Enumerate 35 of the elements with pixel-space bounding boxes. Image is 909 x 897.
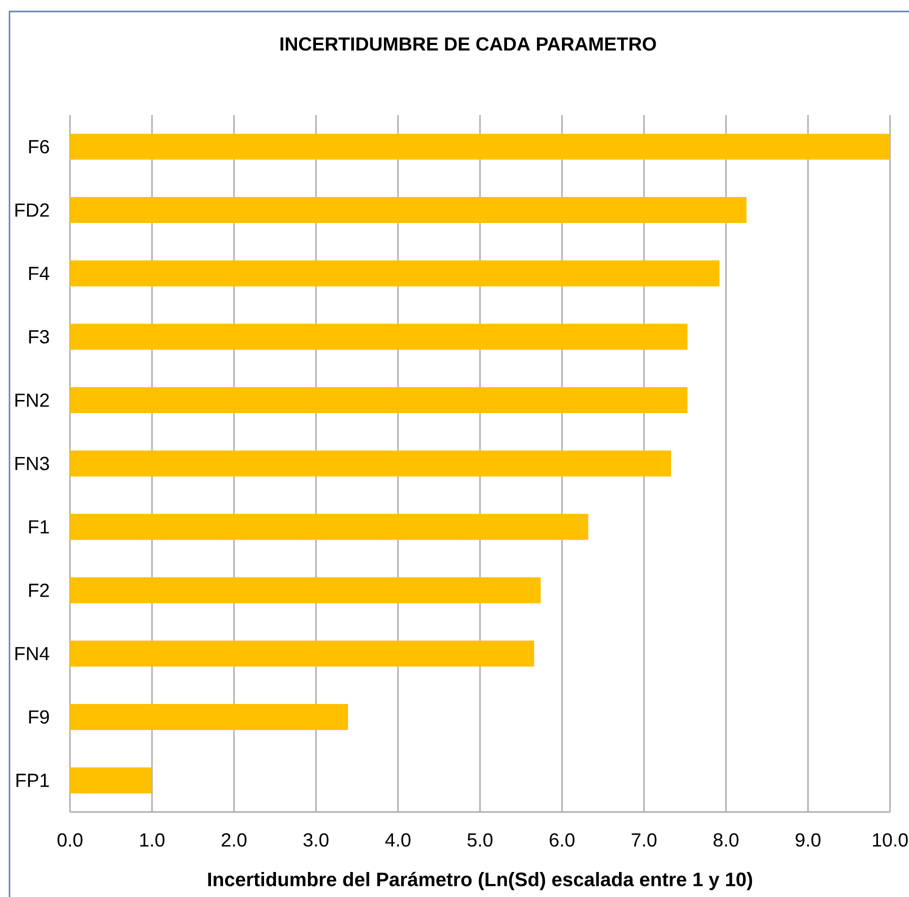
y-tick-label: F3 [29, 330, 49, 344]
bar [70, 767, 152, 794]
x-tick-label: 6.0 [550, 833, 574, 847]
bar [70, 450, 672, 476]
x-tick-label: 1.0 [140, 833, 164, 847]
bar [70, 134, 890, 160]
y-tick-label: F4 [29, 266, 50, 280]
x-tick-label: 9.0 [796, 833, 820, 847]
y-tick-label: F9 [29, 710, 49, 724]
y-tick-label: FN4 [15, 647, 50, 660]
bar [70, 704, 348, 730]
y-tick-label: FD2 [15, 203, 49, 217]
x-tick-label: 4.0 [385, 833, 410, 847]
y-tick-label: F2 [29, 584, 49, 597]
y-tick-label: F1 [29, 520, 49, 534]
bar [70, 387, 688, 414]
bar [70, 197, 747, 224]
y-tick-label: FP1 [16, 774, 49, 787]
bar [70, 324, 688, 350]
x-tick-label: 0.0 [58, 833, 82, 847]
bar [70, 260, 720, 286]
x-tick-label: 7.0 [632, 833, 656, 847]
y-tick-label: F6 [29, 140, 49, 154]
bar [70, 577, 541, 604]
x-tick-label: 5.0 [468, 833, 492, 847]
bar [70, 640, 534, 667]
x-tick-label: 8.0 [714, 833, 738, 847]
y-tick-label: FN3 [15, 456, 49, 470]
x-tick-label: 2.0 [222, 833, 246, 847]
x-axis-title: Incertidumbre del Parámetro (Ln(Sd) escalada entre 1 y 10) [208, 872, 752, 890]
y-tick-label: FN2 [15, 394, 49, 407]
x-tick-label: 3.0 [304, 833, 328, 847]
x-tick-label: 10.0 [872, 833, 908, 847]
bar [70, 514, 588, 540]
chart-title: INCERTIDUMBRE DE CADA PARAMETRO [280, 37, 656, 51]
